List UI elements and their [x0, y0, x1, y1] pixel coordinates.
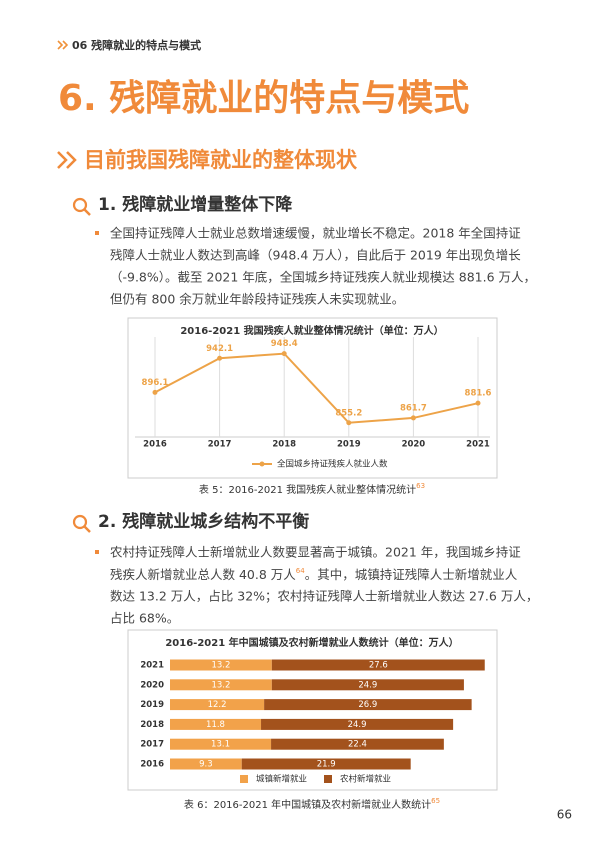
y-tick-label: 2019	[140, 700, 164, 710]
data-label: 896.1	[142, 378, 169, 388]
section-icon	[72, 197, 91, 216]
data-label: 13.2	[211, 680, 230, 690]
data-point	[217, 355, 223, 361]
paragraph-line: 但仍有 800 余万就业年龄段持证残疾人未实现就业。	[110, 292, 404, 307]
chart-title: 2016-2021 年中国城镇及农村新增就业人数统计（单位：万人）	[165, 636, 458, 649]
caption: 表 6：2016-2021 年中国城镇及农村新增就业人数统计65	[184, 797, 440, 811]
bullet	[95, 231, 99, 235]
legend-label: 农村新增就业	[340, 774, 391, 785]
data-point	[152, 389, 158, 395]
data-label: 12.2	[208, 700, 227, 710]
y-tick-label: 2021	[140, 661, 164, 671]
x-tick-label: 2020	[402, 440, 426, 450]
data-label: 24.9	[348, 720, 367, 730]
data-label: 9.3	[199, 760, 213, 770]
paragraph-line: 数达 13.2 万人，占比 32%；农村持证残障人士新增就业人数达 27.6 万…	[110, 589, 538, 604]
bar-segment	[170, 659, 272, 671]
data-point	[410, 415, 416, 421]
data-label: 942.1	[206, 344, 233, 354]
bar-segment	[170, 699, 265, 711]
bar-segment	[271, 659, 485, 671]
data-label: 13.2	[211, 661, 230, 671]
x-tick-label: 2017	[208, 440, 232, 450]
legend-swatch	[259, 461, 265, 467]
x-tick-label: 2019	[337, 440, 361, 450]
title: 6. 残障就业的特点与模式	[58, 78, 469, 119]
text-span: 残疾人新增就业总人数 40.8 万人	[110, 567, 296, 582]
data-label: 948.4	[271, 339, 298, 349]
data-label: 881.6	[465, 389, 492, 399]
data-point	[346, 420, 352, 426]
section-heading: 1. 残障就业增量整体下降	[98, 194, 293, 215]
subtitle-icon	[57, 151, 77, 169]
caption-text: 表 5：2016-2021 我国残疾人就业整体情况统计	[199, 483, 416, 496]
data-label: 22.4	[348, 740, 367, 750]
page-number: 66	[557, 808, 572, 822]
data-label: 861.7	[400, 403, 427, 413]
line-series	[154, 352, 479, 424]
paragraph-line: 全国持证残障人士就业总数增速缓慢，就业增长不稳定。2018 年全国持证	[110, 226, 521, 241]
bar-segment	[170, 718, 262, 730]
bar-segment	[271, 679, 464, 691]
paragraph-line: 占比 68%。	[110, 611, 179, 626]
section-heading: 2. 残障就业城乡结构不平衡	[98, 511, 309, 532]
chart-frame	[127, 317, 498, 479]
data-label: 26.9	[358, 700, 377, 710]
breadcrumb-icon	[57, 40, 69, 50]
bar-segment	[170, 679, 272, 691]
data-label: 24.9	[358, 680, 377, 690]
data-point	[475, 400, 481, 406]
footnote-ref: 65	[431, 797, 440, 805]
footnote-ref: 63	[416, 482, 425, 490]
chart-title: 2016-2021 我国残疾人就业整体情况统计（单位：万人）	[180, 324, 443, 337]
legend-swatch	[324, 775, 332, 783]
x-tick-label: 2021	[466, 440, 490, 450]
x-tick-label: 2016	[143, 440, 167, 450]
data-label: 27.6	[369, 661, 388, 671]
subtitle: 目前我国残障就业的整体现状	[84, 148, 358, 172]
paragraph-line: （-9.8%）。截至 2021 年底，全国城乡持证残疾人就业规模达 881.6 …	[110, 270, 536, 285]
paragraph-line: 残疾人新增就业总人数 40.8 万人64。其中，城镇持证残障人士新增就业人	[110, 567, 518, 582]
y-tick-label: 2018	[140, 720, 164, 730]
legend-label: 全国城乡持证残疾人就业人数	[277, 459, 388, 470]
legend-label: 城镇新增就业	[256, 774, 307, 785]
bar-segment	[170, 758, 242, 770]
y-tick-label: 2017	[140, 740, 164, 750]
bar-segment	[261, 718, 454, 730]
paragraph-line: 残障人士就业人数达到高峰（948.4 万人），自此后于 2019 年出现负增长	[110, 248, 521, 263]
y-tick-label: 2020	[140, 680, 164, 690]
caption: 表 5：2016-2021 我国残疾人就业整体情况统计63	[199, 482, 425, 496]
data-point	[281, 351, 287, 357]
y-tick-label: 2016	[140, 760, 164, 770]
paragraph-line: 农村持证残障人士新增就业人数要显著高于城镇。2021 年，我国城乡持证	[110, 545, 521, 560]
bar-segment	[271, 738, 444, 750]
data-label: 855.2	[335, 408, 362, 418]
legend-swatch	[240, 775, 248, 783]
bar-segment	[241, 758, 411, 770]
bar-segment	[264, 699, 472, 711]
breadcrumb: 06 残障就业的特点与模式	[72, 38, 201, 52]
bar-segment	[170, 738, 272, 750]
data-label: 21.9	[317, 760, 336, 770]
footnote-ref: 64	[296, 567, 305, 575]
text-span: 。其中，城镇持证残障人士新增就业人	[305, 567, 518, 582]
caption-text: 表 6：2016-2021 年中国城镇及农村新增就业人数统计	[184, 798, 431, 811]
bullet	[95, 550, 99, 554]
data-label: 11.8	[206, 720, 225, 730]
section-icon	[72, 514, 91, 533]
x-tick-label: 2018	[272, 440, 296, 450]
data-label: 13.1	[211, 740, 230, 750]
